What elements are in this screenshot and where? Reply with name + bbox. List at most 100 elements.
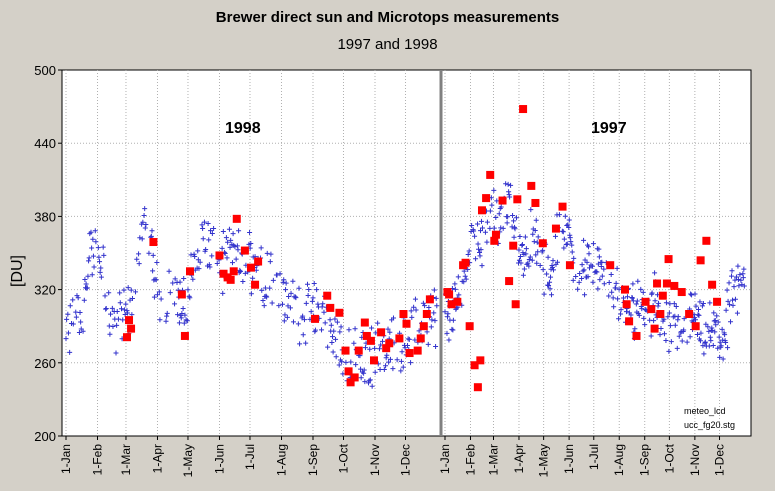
brewer-point [535,249,541,255]
brewer-point [629,295,635,301]
brewer-point [581,267,587,273]
y-tick-label: 500 [34,63,56,78]
brewer-point [123,301,129,307]
brewer-point [491,225,497,231]
brewer-point [496,211,502,217]
brewer-point [63,336,69,342]
brewer-point [537,262,543,268]
microtops-point [425,295,434,304]
brewer-point [596,246,602,252]
brewer-point [616,286,622,292]
brewer-point [554,259,560,265]
brewer-point [422,303,428,309]
microtops-point [311,314,320,323]
microtops-point [419,322,428,331]
brewer-point [529,257,535,263]
microtops-point [708,280,717,289]
brewer-point [328,322,334,328]
brewer-point [181,320,187,326]
brewer-point [519,241,525,247]
brewer-point [73,314,79,320]
microtops-point [490,236,499,245]
brewer-point [561,236,567,242]
microtops-point [416,334,425,343]
brewer-point [446,337,452,343]
microtops-point [606,261,615,270]
microtops-point [713,297,722,306]
brewer-point [648,333,654,339]
microtops-point [413,346,422,355]
x-tick-label: 1-Aug [612,444,626,476]
brewer-point [196,266,202,272]
brewer-point [178,315,184,321]
brewer-point [465,266,471,272]
microtops-point [447,300,456,309]
brewer-point [552,233,558,239]
microtops-point [696,256,705,265]
brewer-point [290,319,296,325]
brewer-point [322,320,328,326]
brewer-point [101,252,107,258]
brewer-point [320,301,326,307]
brewer-point [167,290,173,296]
microtops-point [326,303,335,312]
brewer-point [164,313,170,319]
brewer-point [182,312,188,318]
brewer-point [720,356,726,362]
brewer-point [157,317,163,323]
brewer-point [450,317,456,323]
brewer-point [102,293,108,299]
brewer-point [107,331,113,337]
brewer-point [445,311,451,317]
brewer-point [741,283,747,289]
brewer-point [635,278,641,284]
microtops-point [647,305,656,314]
microtops-point [240,246,249,255]
microtops-point [702,236,711,245]
brewer-point [408,308,414,314]
brewer-point [708,338,714,344]
brewer-point [150,268,156,274]
brewer-point [652,298,658,304]
brewer-point [712,318,718,324]
brewer-point [214,260,220,266]
brewer-point [73,309,79,315]
brewer-point [172,276,178,282]
brewer-point [693,317,699,323]
brewer-point [384,352,390,358]
brewer-point [671,301,677,307]
brewer-point [409,314,415,320]
brewer-point [153,277,159,283]
brewer-point [179,310,185,316]
brewer-point [109,305,115,311]
brewer-point [705,324,711,330]
brewer-point [65,330,71,336]
brewer-point [707,300,713,306]
brewer-point [228,237,234,243]
brewer-point [613,285,619,291]
brewer-point [315,301,321,307]
brewer-point [290,278,296,284]
brewer-point [505,214,511,220]
microtops-point [226,275,235,284]
brewer-point [511,234,517,240]
brewer-point [110,323,116,329]
brewer-point [713,322,719,328]
brewer-point [308,309,314,315]
x-tick-label: 1-Feb [91,444,105,476]
brewer-point [565,222,571,228]
brewer-point [311,280,317,286]
microtops-point [531,198,540,207]
x-tick-label: 1-Jan [59,444,73,474]
brewer-point [688,291,694,297]
brewer-point [222,250,228,256]
brewer-point [233,256,239,262]
brewer-point [93,239,99,245]
microtops-point [538,239,547,248]
brewer-point [225,239,231,245]
brewer-point [526,256,532,262]
brewer-point [606,279,612,285]
brewer-point [466,248,472,254]
brewer-point [128,287,134,293]
brewer-point [479,263,485,269]
